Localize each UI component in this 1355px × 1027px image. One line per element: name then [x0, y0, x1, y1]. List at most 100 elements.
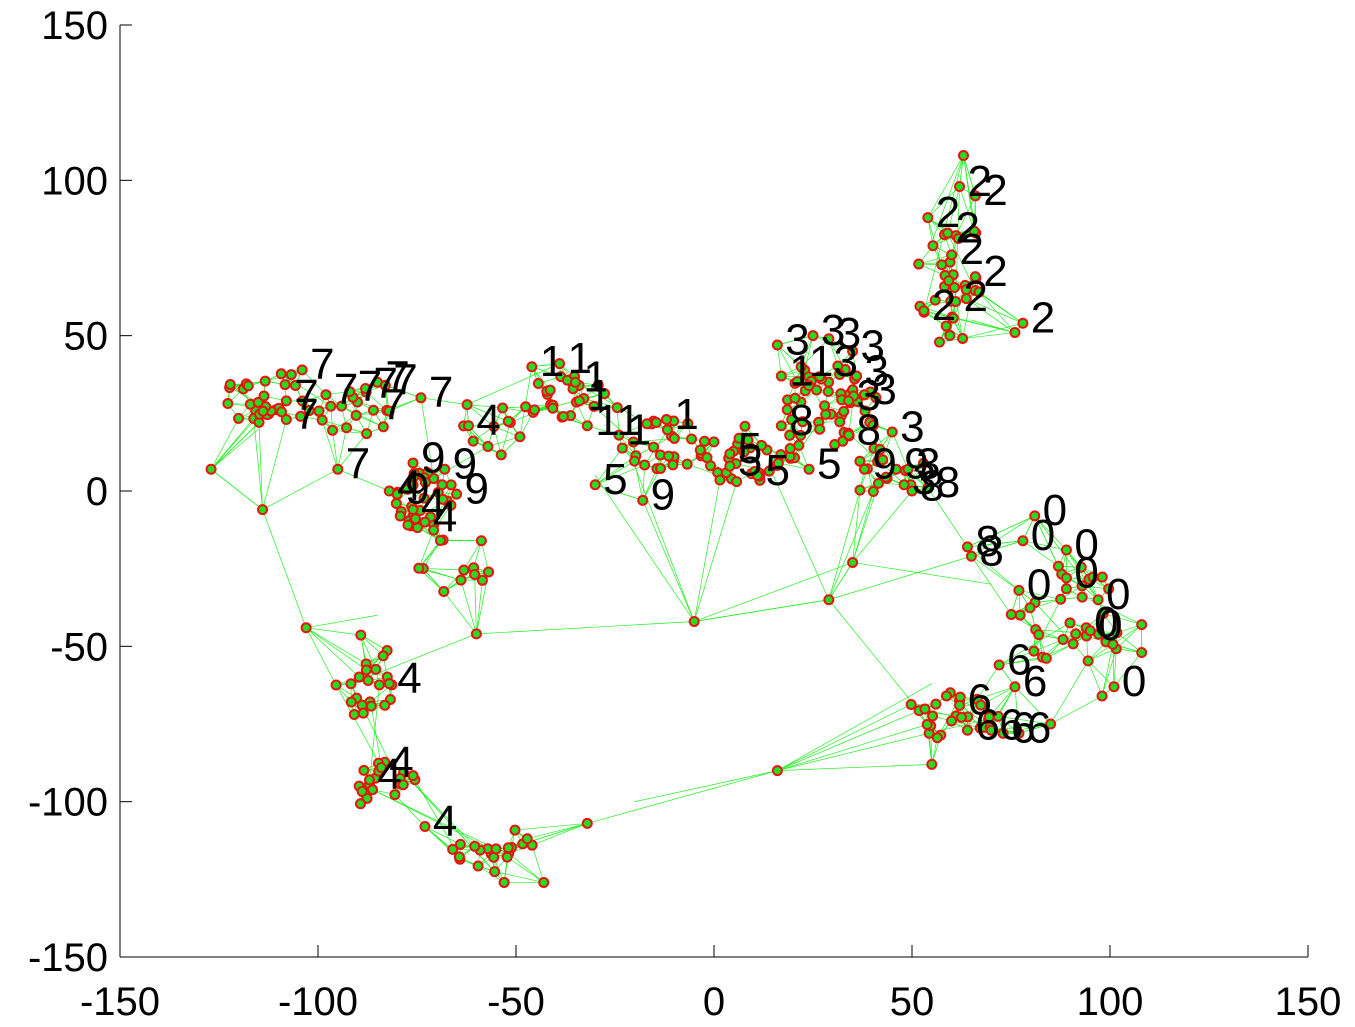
graph-node	[947, 716, 956, 725]
graph-node	[937, 260, 946, 269]
graph-node	[1062, 573, 1071, 582]
digit-label: 6	[1027, 704, 1051, 753]
graph-node	[282, 396, 291, 405]
graph-node	[709, 437, 718, 446]
graph-node	[527, 362, 536, 371]
digit-label: 4	[377, 750, 401, 799]
graph-node	[490, 867, 499, 876]
graph-node	[365, 775, 374, 784]
graph-node	[835, 417, 844, 426]
graph-node	[663, 425, 672, 434]
graph-node	[1066, 618, 1075, 627]
graph-node	[1098, 692, 1107, 701]
graph-node	[1059, 635, 1068, 644]
digit-label: 8	[857, 405, 881, 454]
y-tick-label: 50	[64, 315, 109, 359]
digit-label: 2	[960, 225, 984, 274]
graph-node	[261, 377, 270, 386]
graph-node	[371, 665, 380, 674]
graph-node	[277, 369, 286, 378]
digit-label: 8	[979, 527, 1003, 576]
graph-node	[439, 587, 448, 596]
digit-label: 5	[738, 436, 762, 485]
digit-label: 1	[540, 337, 564, 386]
digit-label: 0	[1074, 548, 1098, 597]
graph-node	[583, 421, 592, 430]
graph-node	[546, 386, 555, 395]
x-tick-label: -50	[487, 980, 545, 1022]
graph-node	[523, 834, 532, 843]
graph-node	[630, 457, 639, 466]
graph-node	[839, 407, 848, 416]
y-tick-label: 0	[86, 470, 108, 514]
digit-label: 2	[932, 281, 956, 330]
digit-label: 0	[1122, 657, 1146, 706]
graph-node	[362, 429, 371, 438]
graph-node	[474, 862, 483, 871]
digit-label: 9	[465, 464, 489, 513]
graph-node	[328, 426, 337, 435]
graph-node	[923, 213, 932, 222]
x-tick-label: -150	[80, 980, 160, 1022]
graph-node	[725, 462, 734, 471]
digit-label: 6	[1023, 657, 1047, 706]
graph-node	[548, 404, 557, 413]
graph-node	[1137, 620, 1146, 629]
graph-node	[1007, 610, 1016, 619]
digit-label: 2	[983, 166, 1007, 215]
graph-node	[414, 564, 423, 573]
graph-node	[355, 672, 364, 681]
graph-node	[927, 760, 936, 769]
graph-node	[448, 845, 457, 854]
digit-label: 5	[603, 455, 627, 504]
graph-node	[470, 842, 479, 851]
plot-background	[120, 25, 1308, 957]
graph-node	[921, 705, 930, 714]
graph-node	[821, 410, 830, 419]
graph-node	[259, 392, 268, 401]
y-tick-label: 100	[41, 159, 108, 203]
graph-node	[510, 826, 519, 835]
y-tick-label: 150	[41, 4, 108, 48]
graph-node	[367, 702, 376, 711]
graph-node	[1018, 319, 1027, 328]
graph-node	[690, 617, 699, 626]
graph-node	[380, 701, 389, 710]
digit-label: 0	[1031, 511, 1055, 560]
graph-node	[1084, 656, 1093, 665]
graph-node	[364, 676, 373, 685]
graph-node	[359, 766, 368, 775]
digit-label: 6	[975, 701, 999, 750]
graph-node	[640, 460, 649, 469]
graph-node	[957, 713, 966, 722]
x-tick-label: 0	[703, 980, 725, 1022]
graph-node	[848, 558, 857, 567]
graph-node	[907, 700, 916, 709]
graph-node	[696, 445, 705, 454]
digit-label: 7	[381, 381, 405, 430]
graph-node	[282, 415, 291, 424]
graph-node	[347, 698, 356, 707]
graph-node	[559, 412, 568, 421]
graph-node	[583, 819, 592, 828]
digit-label: 1	[674, 390, 698, 439]
graph-node	[356, 631, 365, 640]
graph-node	[1016, 611, 1025, 620]
graph-node	[342, 423, 351, 432]
graph-node	[805, 465, 814, 474]
graph-node	[919, 306, 928, 315]
graph-node	[1018, 536, 1027, 545]
graph-node	[914, 260, 923, 269]
graph-node	[725, 449, 734, 458]
graph-node	[362, 665, 371, 674]
graph-node	[888, 427, 897, 436]
graph-node	[928, 712, 937, 721]
graph-node	[933, 733, 942, 742]
graph-node	[500, 878, 509, 887]
graph-node	[359, 709, 368, 718]
graph-node	[333, 465, 342, 474]
graph-node	[844, 396, 853, 405]
